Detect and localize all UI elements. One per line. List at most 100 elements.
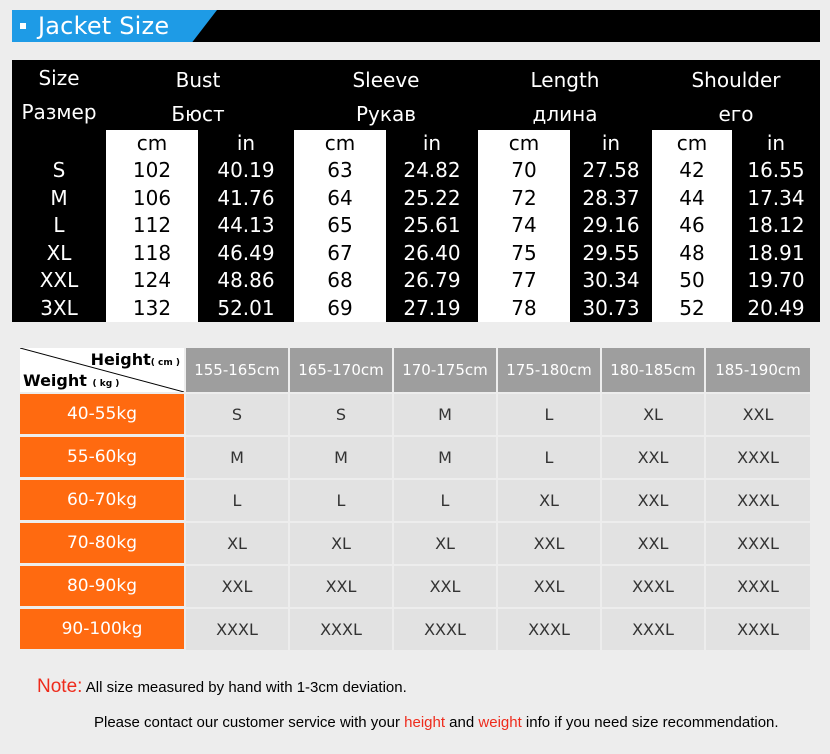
weight-range-label: 80-90kg: [20, 566, 184, 606]
note-text: All size measured by hand with 1-3cm dev…: [82, 679, 407, 696]
size-table-cell: 27.19: [403, 296, 461, 320]
weight-range-label: 55-60kg: [20, 437, 184, 477]
size-table-cell: 67: [327, 240, 353, 265]
weight-unit-text: ( kg ): [92, 379, 120, 389]
size-column-header-ru: Размер: [21, 100, 97, 124]
cm-column-band: [294, 130, 386, 322]
measurement-group-header-ru: его: [718, 102, 754, 126]
recommended-size-cell: XXXL: [498, 609, 600, 650]
recommended-size-cell: L: [394, 480, 496, 521]
header-tab: [12, 10, 217, 42]
size-table-cell: 68: [327, 268, 353, 293]
size-table-cell: 29.16: [582, 213, 640, 238]
size-row-label: M: [50, 185, 68, 210]
size-table-cell: 112: [132, 213, 172, 238]
size-table-cell: 16.55: [747, 158, 805, 182]
height-range-header: 170-175cm: [394, 348, 496, 392]
recommended-size-cell: XXXL: [706, 437, 810, 478]
recommended-size-cell: XL: [498, 480, 600, 521]
size-table-cell: 20.49: [747, 296, 805, 320]
recommended-size-cell: XXL: [186, 566, 288, 607]
measurement-group-header-ru: Рукав: [355, 102, 417, 126]
size-table-cell: 102: [132, 158, 172, 182]
size-table-cell: 44.13: [217, 213, 275, 238]
contact-height-word: height: [404, 714, 446, 731]
size-row-label: XXL: [39, 268, 79, 293]
recommended-size-cell: L: [498, 394, 600, 435]
recommended-size-cell: XXL: [498, 566, 600, 607]
recommended-size-cell: M: [394, 394, 496, 435]
recommended-size-cell: M: [186, 437, 288, 478]
size-table-cell: 27.58: [582, 158, 640, 182]
cm-column-band: [106, 130, 198, 322]
size-table-cell: 26.79: [403, 268, 461, 293]
measurement-group-header-ru: Бюст: [171, 102, 225, 126]
size-table-cell: 24.82: [403, 158, 461, 182]
unit-header: cm: [676, 131, 708, 155]
square-bullet-icon: [20, 23, 26, 29]
size-column-header: Size: [38, 66, 80, 90]
section-title: Jacket Size: [38, 12, 170, 40]
size-table-cell: 25.22: [403, 185, 461, 210]
size-table-cell: 30.34: [582, 268, 640, 293]
unit-header: in: [236, 131, 256, 155]
cm-column-band: [478, 130, 570, 322]
contact-prefix: Please contact our customer service with…: [94, 714, 405, 731]
weight-range-label: 70-80kg: [20, 523, 184, 563]
recommended-size-cell: L: [186, 480, 288, 521]
size-table-cell: 50: [679, 268, 705, 293]
measurement-group-header: Length: [530, 68, 600, 92]
weight-axis-label: Weight ( kg ): [23, 371, 119, 390]
recommended-size-cell: XXXL: [602, 609, 704, 650]
recommended-size-cell: XXXL: [706, 523, 810, 564]
size-table-cell: 41.76: [217, 185, 275, 210]
height-range-header: 185-190cm: [706, 348, 810, 392]
recommended-size-cell: XL: [394, 523, 496, 564]
size-table-cell: 17.34: [747, 185, 805, 210]
height-unit-text: ( cm ): [150, 358, 180, 368]
size-table-cell: 19.70: [747, 268, 805, 293]
size-row-label: S: [52, 158, 66, 182]
size-table-cell: 69: [327, 296, 353, 320]
size-table-cell: 28.37: [582, 185, 640, 210]
recommended-size-cell: M: [290, 437, 392, 478]
size-table-cell: 124: [132, 268, 172, 293]
recommended-size-cell: XXXL: [706, 480, 810, 521]
unit-header: cm: [324, 131, 356, 155]
size-table-cell: 78: [511, 296, 537, 320]
size-table-cell: 48.86: [217, 268, 275, 293]
size-table-cell: 106: [132, 185, 172, 210]
size-table-cell: 18.12: [747, 213, 805, 238]
weight-range-label: 40-55kg: [20, 394, 184, 434]
height-range-header: 180-185cm: [602, 348, 704, 392]
measurement-group-header: Sleeve: [352, 68, 420, 92]
note-label: Note:: [37, 676, 83, 697]
diagonal-divider-icon: [20, 348, 184, 392]
size-row-label: 3XL: [40, 296, 78, 320]
recommended-size-cell: XXL: [602, 523, 704, 564]
recommended-size-cell: XXL: [706, 394, 810, 435]
recommended-size-cell: XXXL: [186, 609, 288, 650]
height-label-text: Height: [90, 350, 151, 369]
unit-header: in: [766, 131, 786, 155]
section-header: Jacket Size: [12, 10, 820, 42]
size-table-cell: 18.91: [747, 240, 805, 265]
size-table-cell: 132: [132, 296, 172, 320]
size-row-label: L: [53, 213, 65, 238]
unit-header: cm: [508, 131, 540, 155]
size-table-cell: 75: [511, 240, 537, 265]
size-table-cell: 29.55: [582, 240, 640, 265]
recommended-size-cell: XXXL: [706, 566, 810, 607]
size-table-cell: 25.61: [403, 213, 461, 238]
recommended-size-cell: XXL: [290, 566, 392, 607]
size-row-label: XL: [46, 240, 72, 265]
size-table-cell: 64: [327, 185, 353, 210]
weight-range-label: 90-100kg: [20, 609, 184, 649]
measurement-group-header: Bust: [175, 68, 221, 92]
recommended-size-cell: S: [186, 394, 288, 435]
size-table-cell: 118: [132, 240, 172, 265]
unit-header: cm: [136, 131, 168, 155]
contact-weight-word: weight: [478, 714, 522, 731]
chart-corner-header: Height( cm ) Weight ( kg ): [20, 348, 184, 392]
size-table-cell: 52.01: [217, 296, 275, 320]
